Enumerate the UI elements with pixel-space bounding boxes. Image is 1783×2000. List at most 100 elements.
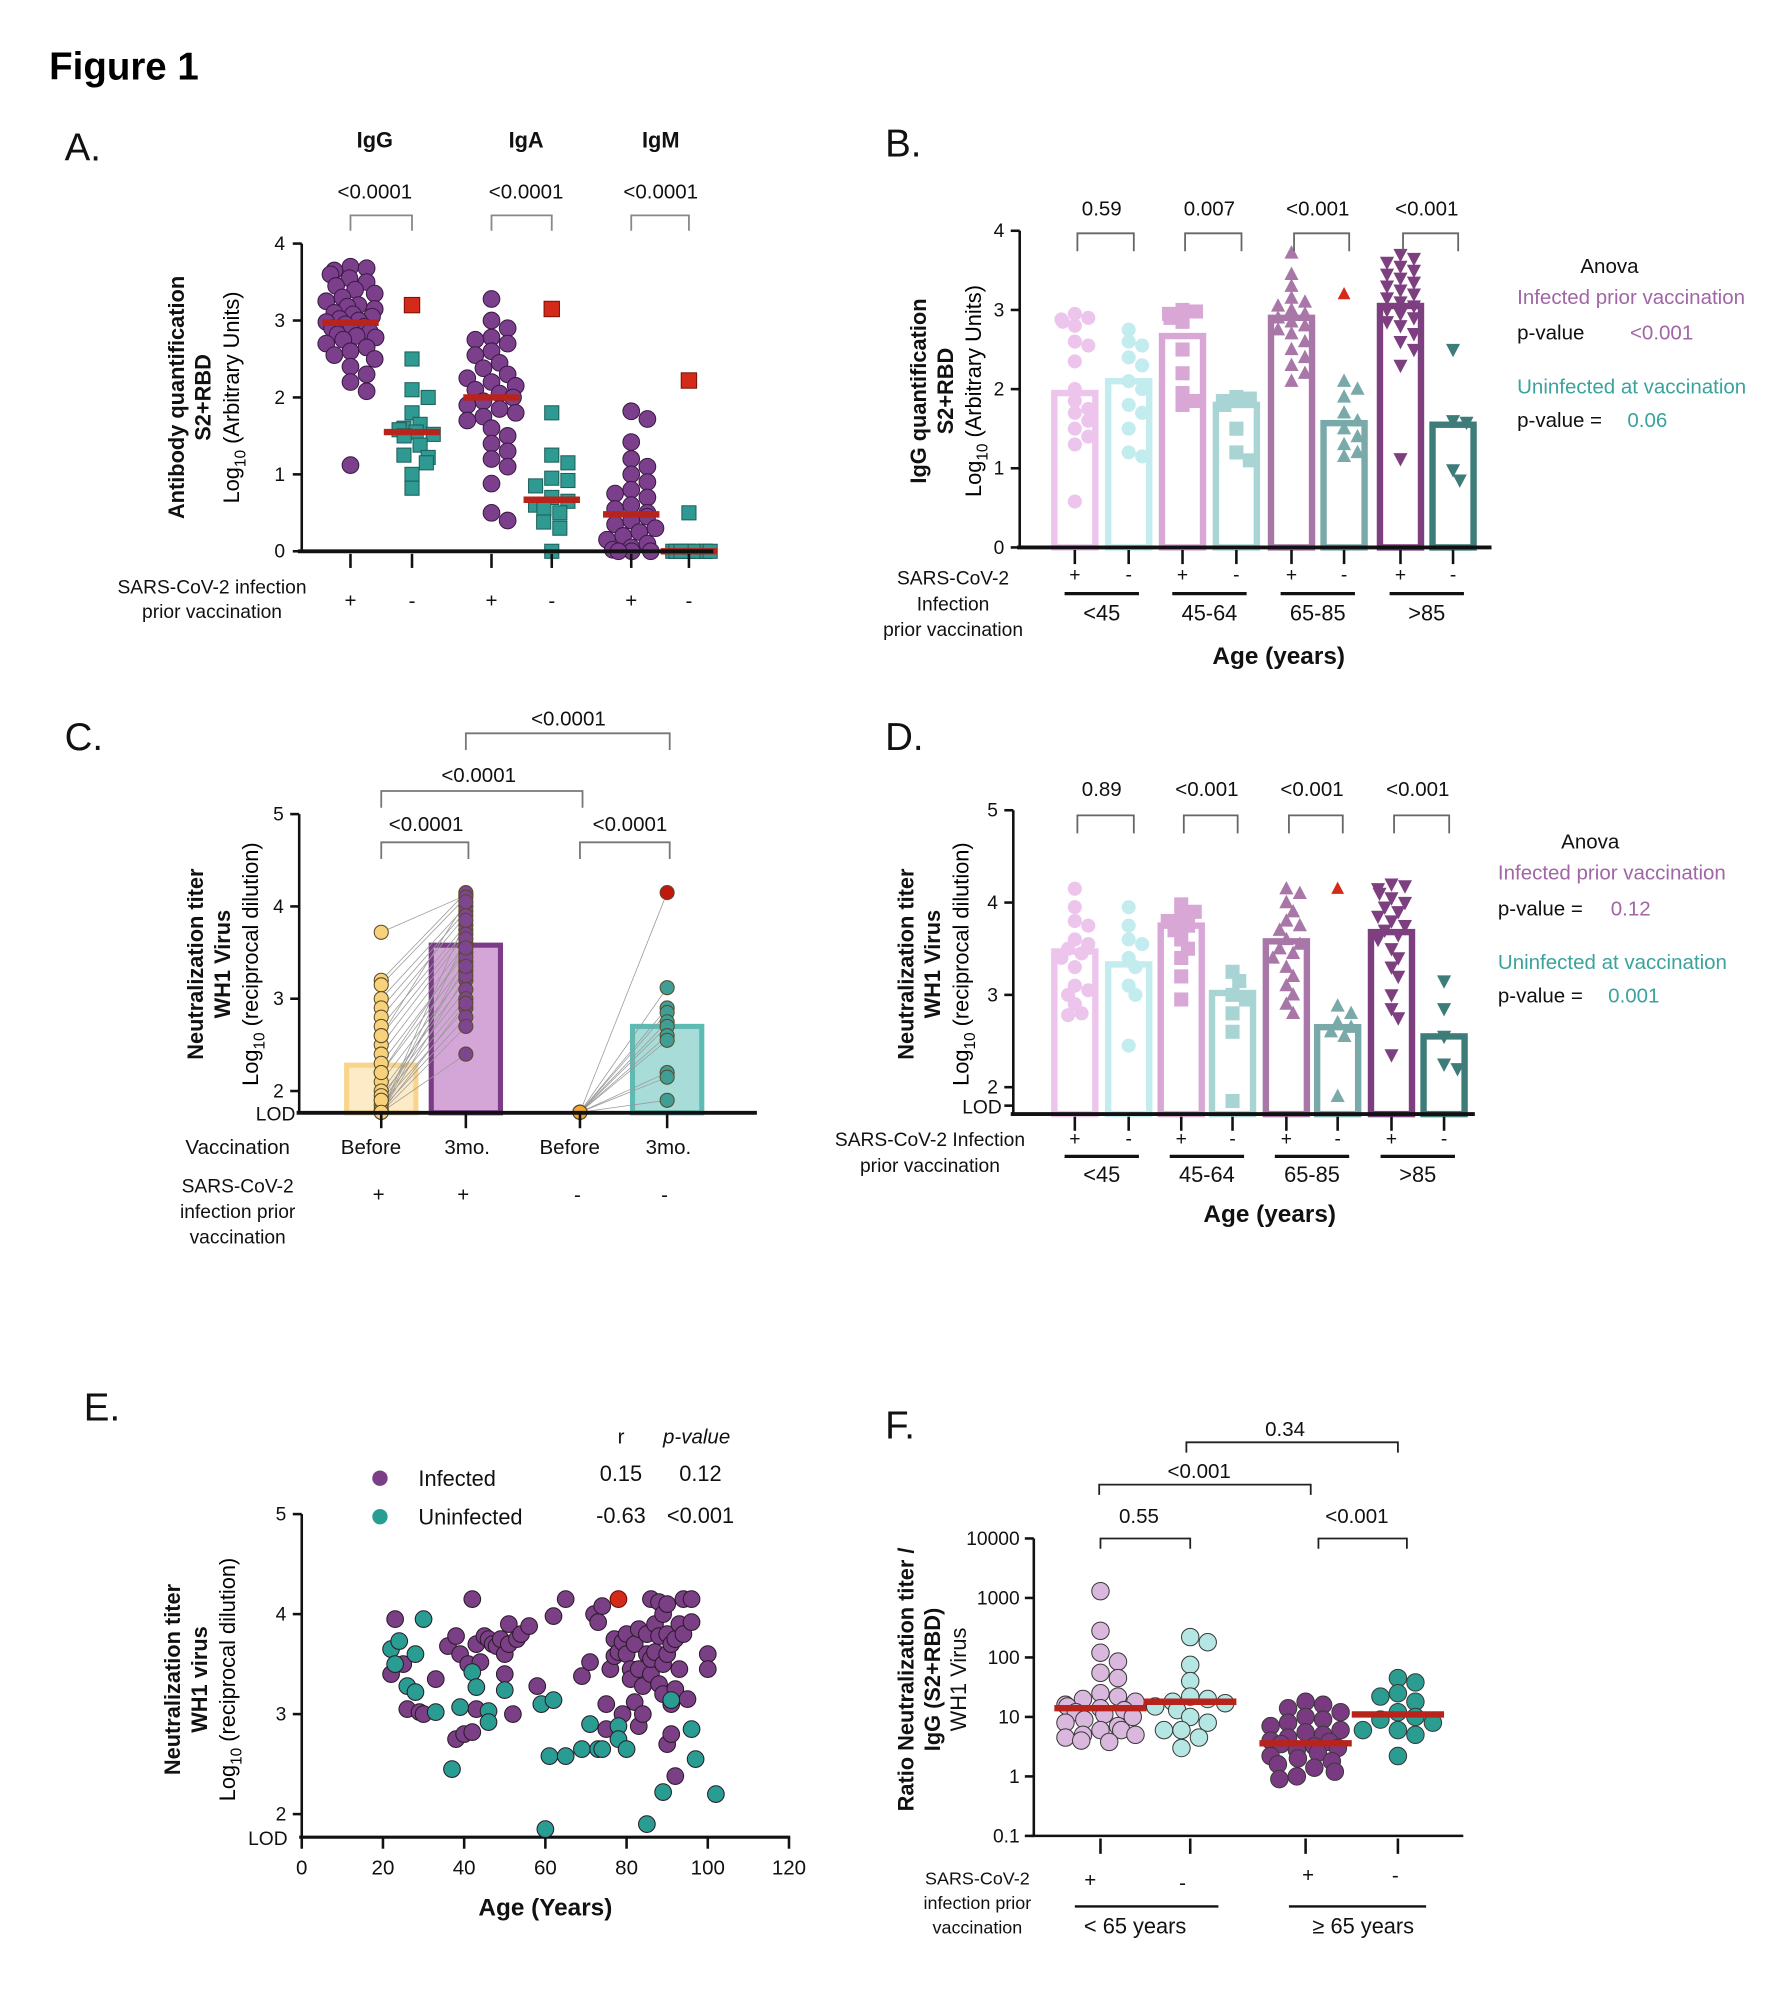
y-axis-unit-sub: 10 [962, 1032, 979, 1049]
data-point [482, 474, 501, 493]
data-point [1391, 970, 1406, 985]
data-point [1067, 494, 1082, 509]
data-point [682, 1720, 701, 1738]
figure-title: Figure 1 [49, 45, 199, 88]
y-axis-unit: Log10 (reciprocal dilution) [238, 842, 268, 1086]
data-point [1067, 405, 1082, 420]
data-point [1180, 918, 1196, 933]
data-point [1121, 334, 1136, 349]
comparison-bracket [1184, 232, 1243, 252]
legend-label: Uninfected [418, 1504, 522, 1529]
y-tick-label: 2 [276, 1805, 287, 1826]
comparison-bracket [1293, 232, 1351, 252]
antibody-title: IgM [642, 127, 680, 152]
row-label: SARS-CoV-2 [897, 569, 1009, 590]
y-tick-label: 0 [274, 542, 285, 563]
data-point [1054, 950, 1069, 965]
data-point [520, 1617, 538, 1635]
pair-line [380, 892, 467, 981]
y-tick-label: 1 [274, 465, 285, 486]
data-point [357, 365, 376, 384]
data-point [1384, 1049, 1399, 1063]
data-point [1391, 952, 1406, 966]
lod-label: LOD [962, 1097, 1002, 1118]
data-point [552, 520, 568, 536]
data-point [638, 488, 657, 507]
data-point [1067, 913, 1082, 929]
data-point [560, 455, 576, 471]
data-point [1297, 333, 1313, 348]
data-point [1452, 474, 1467, 488]
data-point [365, 350, 384, 368]
data-point [1175, 314, 1190, 329]
legend-marker [372, 1470, 388, 1486]
data-point [1067, 437, 1082, 452]
row-label: prior vaccination [883, 620, 1023, 641]
anova-infected-p: <0.001 [1630, 322, 1693, 345]
data-point [420, 389, 436, 405]
data-point [357, 382, 376, 401]
data-point [1229, 421, 1244, 436]
infection-sign: - [574, 1183, 581, 1206]
y-tick-label: 2 [274, 388, 285, 409]
data-point [1350, 381, 1365, 395]
data-point [414, 1610, 433, 1628]
data-point [1391, 1012, 1406, 1026]
data-point [1067, 881, 1082, 896]
data-point [681, 505, 697, 521]
data-point [463, 1663, 482, 1681]
data-point [698, 1645, 717, 1663]
pair-line [579, 1039, 668, 1113]
data-point [1284, 357, 1299, 371]
anova-infected-label: Infected prior vaccination [1498, 861, 1726, 884]
data-point [1379, 316, 1395, 330]
y-axis-unit-rest: (Arbitrary Units) [961, 285, 986, 444]
data-point [1330, 1014, 1345, 1029]
data-point [1344, 1019, 1359, 1033]
data-point [1406, 312, 1421, 326]
row-label: Infection [917, 594, 990, 615]
infection-sign: - [1125, 565, 1131, 586]
data-point [1397, 896, 1413, 911]
x-tick-label: 100 [691, 1856, 725, 1879]
data-point [589, 1613, 608, 1631]
data-point [622, 480, 641, 499]
data-point [658, 1595, 677, 1613]
data-point [1388, 1684, 1408, 1703]
y-axis-unit-log: Log [215, 1765, 240, 1801]
y-axis-unit-log: Log [238, 1050, 263, 1086]
data-point [1175, 386, 1190, 401]
y-tick-label: 3 [994, 300, 1005, 321]
infection-sign: - [1441, 1129, 1447, 1150]
data-point [1292, 936, 1307, 950]
data-point [646, 519, 665, 538]
y-axis-unit-log: Log [961, 461, 986, 497]
panel-a: A. IgG <0.0001 IgA <0.0001 IgM <0.0001 0 1 2 3 4 Ant… [65, 126, 718, 623]
data-point [447, 1627, 465, 1645]
pair-line [380, 947, 467, 1073]
data-point [1384, 878, 1399, 892]
data-point [1284, 325, 1299, 340]
y-tick-label: 0.1 [993, 1826, 1020, 1847]
y-axis-title: WH1 Virus [210, 910, 235, 1019]
data-point [1337, 448, 1352, 463]
data-point [1126, 1725, 1145, 1745]
infection-sign: + [1395, 565, 1406, 586]
y-tick-label: 3 [274, 311, 285, 332]
data-point [1242, 391, 1257, 406]
data-point [1225, 1024, 1240, 1039]
data-point [552, 505, 568, 521]
data-point [1175, 302, 1190, 317]
data-point [498, 427, 517, 445]
data-point [498, 511, 517, 530]
data-point [1121, 350, 1136, 365]
y-axis-unit-sub: 10 [252, 1032, 269, 1049]
x-tick-label: 60 [534, 1856, 557, 1879]
data-point [466, 330, 485, 349]
pair-line [579, 987, 668, 1113]
row-label: prior vaccination [142, 602, 282, 623]
data-point [458, 1046, 474, 1062]
data-point [1384, 892, 1399, 906]
data-point [1393, 296, 1408, 310]
data-point [458, 1018, 474, 1034]
